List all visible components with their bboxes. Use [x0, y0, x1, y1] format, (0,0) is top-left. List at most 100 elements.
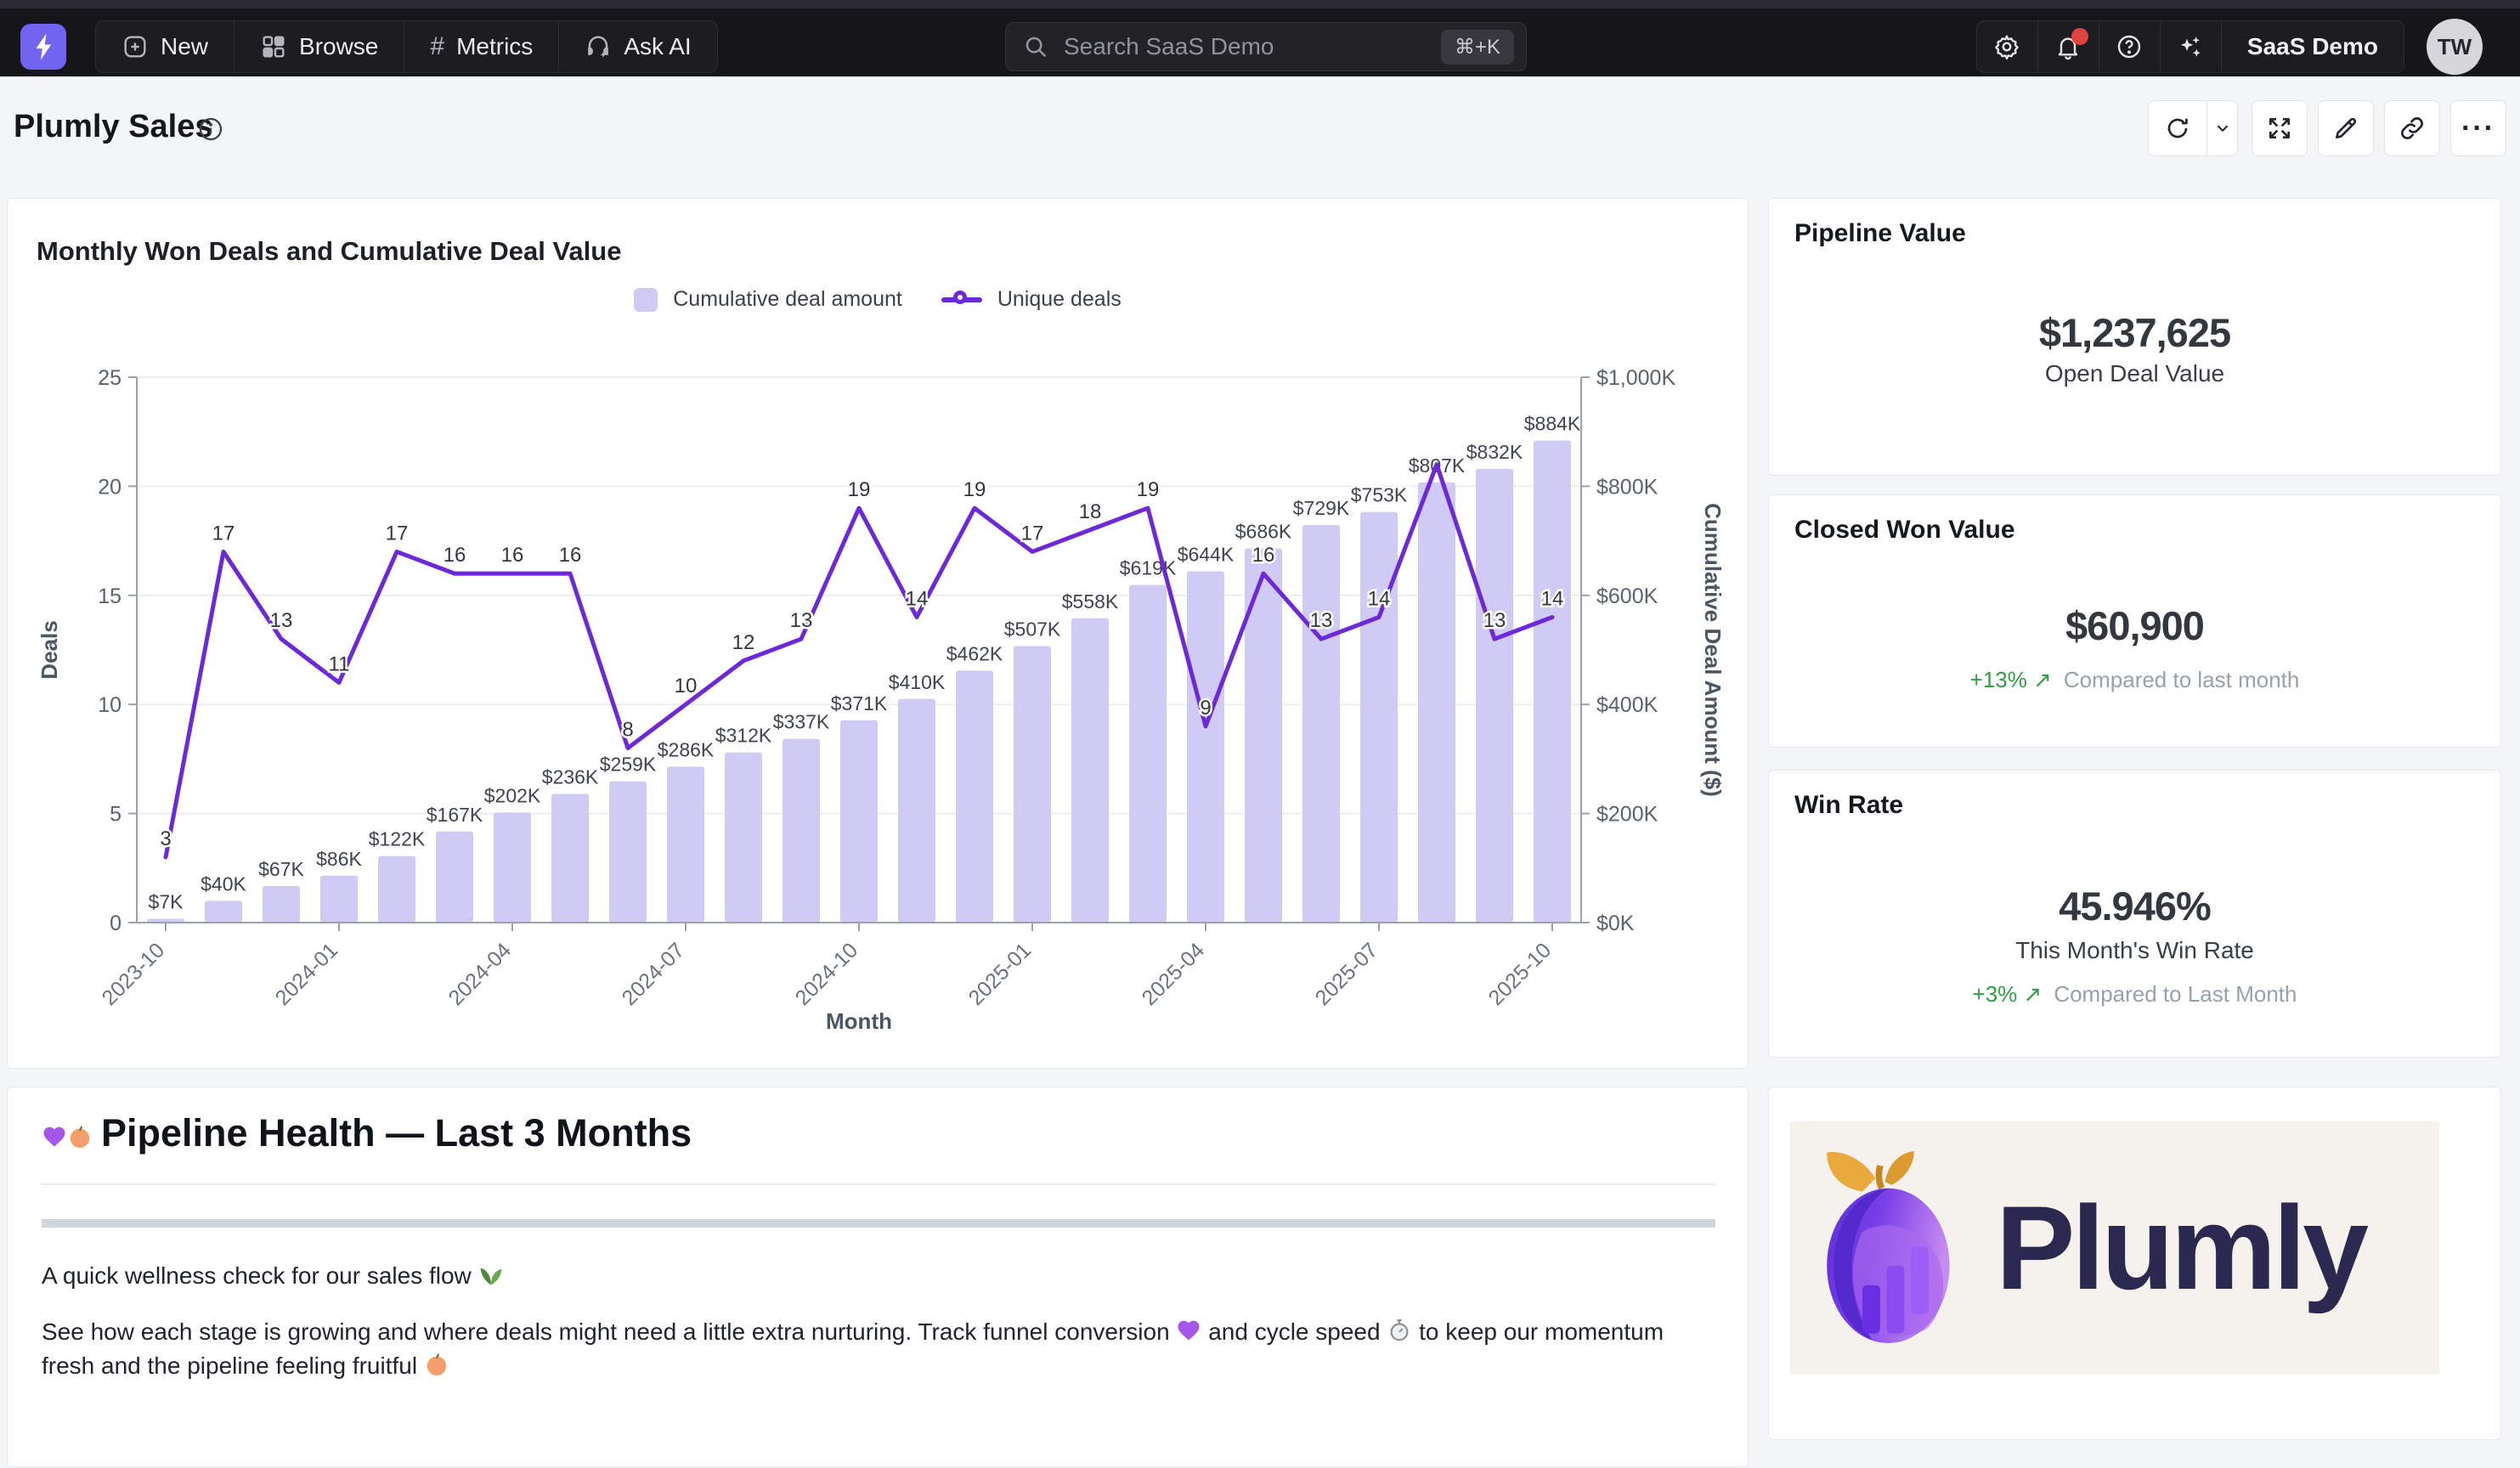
chart-bar[interactable]	[1302, 524, 1340, 923]
line-value-label: 17	[1021, 522, 1044, 545]
org-label: SaaS Demo	[2246, 33, 2378, 59]
refresh-dropdown-button[interactable]	[2206, 100, 2238, 156]
ai-sparkles-button[interactable]	[2161, 21, 2222, 72]
left-axis-tick-label: 10	[98, 693, 121, 717]
help-button[interactable]	[2099, 21, 2161, 72]
line-value-label: 19	[963, 478, 986, 501]
chart-bar[interactable]	[1014, 646, 1051, 923]
chart-bar[interactable]	[320, 875, 358, 923]
dashboard-header: Plumly Sales ···	[0, 76, 2520, 198]
chart-bar[interactable]	[1476, 468, 1513, 923]
notes-paragraph: A quick wellness check for our sales flo…	[42, 1259, 1707, 1293]
bar-value-label: $236K	[542, 765, 599, 788]
chart-bar[interactable]	[1129, 584, 1167, 923]
legend-bar-swatch[interactable]	[634, 287, 658, 312]
bar-value-label: $202K	[484, 784, 541, 806]
deals-line	[163, 462, 1555, 860]
line-value-label: 16	[501, 544, 524, 567]
bar-value-label: $619K	[1120, 557, 1177, 579]
chart-bar[interactable]	[205, 901, 242, 923]
chart-bar[interactable]	[551, 793, 589, 923]
search-icon	[1026, 37, 1047, 58]
chart-bar[interactable]	[1187, 571, 1224, 923]
chart-bar[interactable]	[494, 812, 531, 923]
lightning-bolt-icon	[36, 33, 52, 60]
bar-value-label: $371K	[831, 692, 888, 714]
chart-bar[interactable]	[1418, 482, 1455, 923]
line-value-label: 14	[906, 587, 929, 610]
app-logo[interactable]	[20, 24, 66, 70]
legend-bar-label[interactable]: Cumulative deal amount	[673, 287, 902, 311]
chart-bar[interactable]	[378, 855, 415, 923]
line-value-label: 19	[848, 478, 871, 501]
chart-bar[interactable]	[1071, 618, 1109, 923]
chart-bar[interactable]	[1245, 548, 1282, 923]
expand-icon	[2269, 118, 2290, 138]
chart-bar[interactable]	[725, 752, 762, 923]
primary-nav: New Browse # Metrics Ask AI	[95, 20, 718, 73]
bar-value-label: $410K	[889, 671, 946, 693]
left-axis-tick-label: 20	[98, 475, 121, 499]
kpi-compare-label: Compared to Last Month	[2054, 981, 2297, 1007]
x-axis-tick-label: 2023-10	[98, 938, 170, 1010]
grid-icon	[263, 36, 285, 58]
window-top-strip	[0, 0, 2520, 8]
purple-heart-emoji	[1178, 1320, 1200, 1341]
left-axis-title: Deals	[37, 620, 62, 679]
line-value-label: 13	[1310, 609, 1333, 632]
kpi-value: $60,900	[2065, 603, 2205, 648]
org-switcher[interactable]: SaaS Demo	[2222, 21, 2404, 72]
heading-emoji	[42, 1111, 93, 1155]
bar-value-label: $753K	[1351, 484, 1408, 506]
kpi-compare-label: Compared to last month	[2063, 667, 2300, 692]
kpi-card-closed-won-value: Closed Won Value $60,900 +13% ↗ Compared …	[1768, 494, 2501, 748]
edit-button[interactable]	[2318, 100, 2374, 156]
line-value-label: 12	[732, 631, 755, 654]
nav-item-label: New	[161, 33, 209, 59]
share-link-button[interactable]	[2384, 100, 2440, 156]
right-axis-title: Cumulative Deal Amount ($)	[1700, 503, 1726, 797]
search-shortcut-badge: ⌘+K	[1440, 29, 1514, 65]
chart-bar[interactable]	[436, 831, 473, 923]
chart-bar[interactable]	[898, 698, 935, 923]
bar-value-label: $286K	[658, 738, 715, 760]
chart-bar[interactable]	[147, 918, 184, 923]
avatar[interactable]: TW	[2427, 19, 2483, 75]
refresh-button[interactable]	[2148, 100, 2207, 156]
nav-item-new[interactable]: New	[96, 21, 235, 72]
x-axis-tick-label: 2024-01	[271, 938, 343, 1010]
combo-chart[interactable]: $7K $40K $67K $86K $122K$167K$202K$236K$259K…	[25, 366, 1732, 1054]
chart-bar[interactable]	[667, 766, 704, 923]
herb-emoji	[480, 1268, 502, 1285]
chart-bar[interactable]	[609, 781, 647, 923]
settings-button[interactable]	[1977, 21, 2038, 72]
nav-item-metrics[interactable]: # Metrics	[404, 21, 560, 72]
nav-item-ask-ai[interactable]: Ask AI	[559, 21, 716, 72]
nav-item-label: Metrics	[456, 33, 534, 59]
fullscreen-button[interactable]	[2252, 100, 2308, 156]
chart-bar[interactable]	[956, 670, 993, 923]
info-icon[interactable]	[197, 116, 224, 143]
chart-bar[interactable]	[783, 738, 820, 923]
bar-value-label: $312K	[715, 725, 772, 747]
notes-heading: Pipeline Health — Last 3 Months	[42, 1111, 692, 1155]
chart-bar[interactable]	[1534, 440, 1571, 923]
notifications-button[interactable]	[2038, 21, 2099, 72]
avatar-initials: TW	[2437, 33, 2472, 59]
x-axis-tick-label: 2025-04	[1138, 938, 1210, 1010]
kpi-subtitle: This Month's Win Rate	[2015, 937, 2254, 963]
line-value-label: 8	[622, 719, 633, 742]
legend-line-marker	[952, 290, 967, 304]
nav-item-browse[interactable]: Browse	[234, 21, 405, 72]
chart-bar[interactable]	[840, 720, 878, 923]
bar-value-label: $67K	[258, 858, 304, 880]
global-search-input[interactable]: Search SaaS Demo ⌘+K	[1005, 22, 1527, 71]
chart-bar[interactable]	[1360, 511, 1398, 923]
legend-line-swatch[interactable]	[941, 290, 982, 304]
chart-bar[interactable]	[263, 885, 300, 923]
legend-line-label[interactable]: Unique deals	[997, 287, 1122, 311]
left-axis-tick-label: 25	[98, 366, 121, 390]
ellipsis-icon: ···	[2461, 111, 2495, 144]
right-axis-tick-label: $200K	[1596, 803, 1658, 827]
more-options-button[interactable]: ···	[2450, 100, 2506, 156]
